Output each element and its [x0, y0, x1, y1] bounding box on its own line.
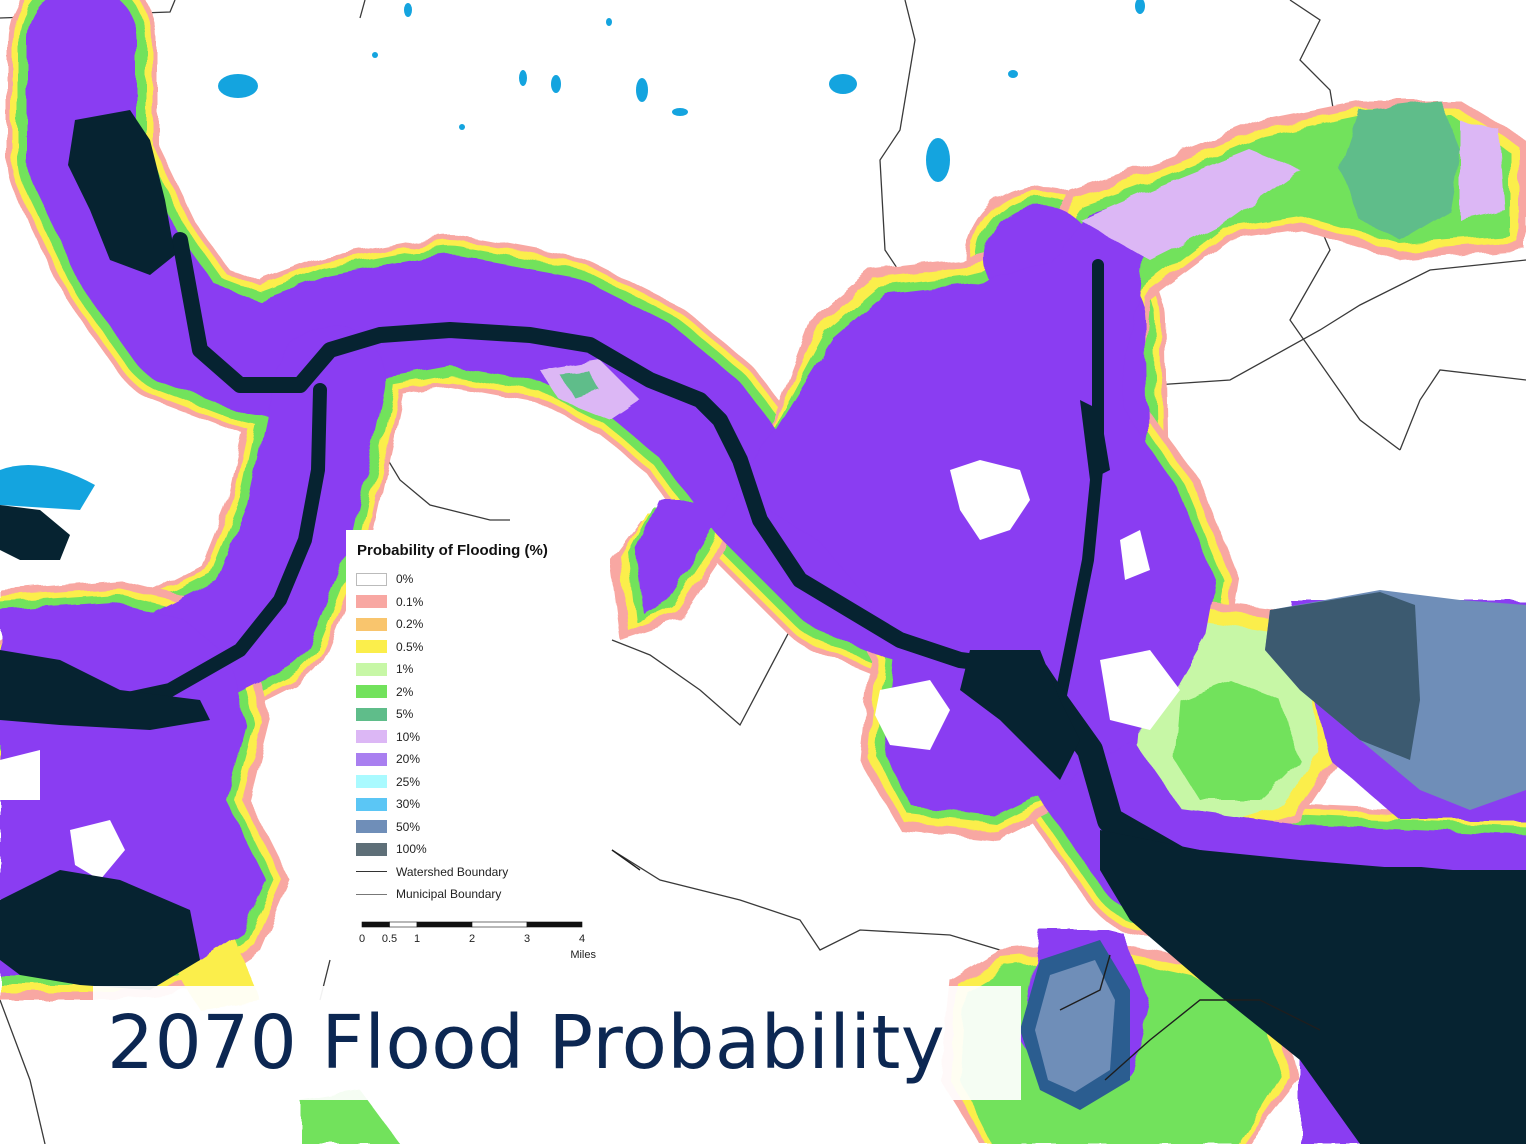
legend-label: 10%	[396, 729, 421, 744]
legend-item: 50%	[356, 816, 508, 839]
scale-segment	[389, 921, 418, 928]
legend-list: 0% 0.1% 0.2% 0.5% 1% 2% 5% 10% 20% 25% 30% 50% 100% W…	[356, 568, 508, 906]
legend-label: Municipal Boundary	[396, 887, 502, 902]
legend-label: Watershed Boundary	[396, 864, 509, 879]
dry-areas	[0, 460, 1180, 880]
scale-tick-label: 1	[414, 933, 420, 945]
legend-title: Probability of Flooding (%)	[357, 542, 548, 559]
map-caption: 2070 Flood Probability	[107, 1000, 946, 1086]
legend-item: 30%	[356, 793, 508, 816]
legend-swatch	[356, 617, 387, 631]
caption-box: 2070 Flood Probability	[93, 986, 1021, 1100]
map-legend: Probability of Flooding (%) 0% 0.1% 0.2% 0.…	[346, 530, 610, 970]
scale-tick-label: 3	[524, 933, 530, 945]
legend-item: 1%	[356, 658, 508, 681]
lakes	[0, 0, 1145, 510]
legend-swatch	[356, 730, 387, 744]
legend-swatch	[356, 572, 387, 586]
legend-swatch	[356, 707, 387, 721]
legend-label: 100%	[396, 842, 427, 857]
legend-item: 10%	[356, 726, 508, 749]
legend-item: 5%	[356, 703, 508, 726]
legend-label: 0.2%	[396, 617, 424, 632]
legend-label: 20%	[396, 752, 421, 767]
legend-swatch	[356, 893, 387, 895]
water-bodies	[0, 110, 1526, 1144]
scale-segment	[416, 921, 473, 928]
scale-segment	[471, 921, 528, 928]
scale-segment	[526, 921, 583, 928]
legend-label: 30%	[396, 797, 421, 812]
legend-item: 25%	[356, 771, 508, 794]
legend-label: 0.5%	[396, 639, 424, 654]
legend-swatch	[356, 871, 387, 873]
legend-swatch	[356, 662, 387, 676]
legend-swatch	[356, 775, 387, 789]
legend-swatch	[356, 640, 387, 654]
legend-swatch	[356, 820, 387, 834]
legend-item: 0%	[356, 568, 508, 591]
legend-item: Municipal Boundary	[356, 883, 508, 906]
scale-tick-label: 2	[469, 933, 475, 945]
scale-segment	[361, 921, 390, 928]
watershed-boundary	[611, 849, 1321, 1081]
scale-tick-label: 4	[579, 933, 585, 945]
legend-label: 2%	[396, 684, 414, 699]
scale-bar: 0 0.5 1 2 3 4 Miles	[359, 921, 596, 961]
legend-swatch	[356, 685, 387, 699]
legend-label: 5%	[396, 707, 414, 722]
legend-swatch	[356, 752, 387, 766]
legend-item: 20%	[356, 748, 508, 771]
legend-item: 100%	[356, 838, 508, 861]
scale-tick-label: 0.5	[382, 933, 397, 945]
legend-item: 0.5%	[356, 636, 508, 659]
legend-item: 0.2%	[356, 613, 508, 636]
legend-item: 0.1%	[356, 591, 508, 614]
legend-label: 0%	[396, 572, 414, 587]
legend-swatch	[356, 797, 387, 811]
legend-label: 0.1%	[396, 594, 424, 609]
legend-swatch	[356, 595, 387, 609]
scale-tick-label: 0	[359, 933, 365, 945]
legend-swatch	[356, 842, 387, 856]
scale-unit: Miles	[570, 949, 596, 961]
legend-label: 50%	[396, 819, 421, 834]
legend-item: Watershed Boundary	[356, 861, 508, 884]
legend-label: 1%	[396, 662, 414, 677]
legend-item: 2%	[356, 681, 508, 704]
legend-label: 25%	[396, 774, 421, 789]
